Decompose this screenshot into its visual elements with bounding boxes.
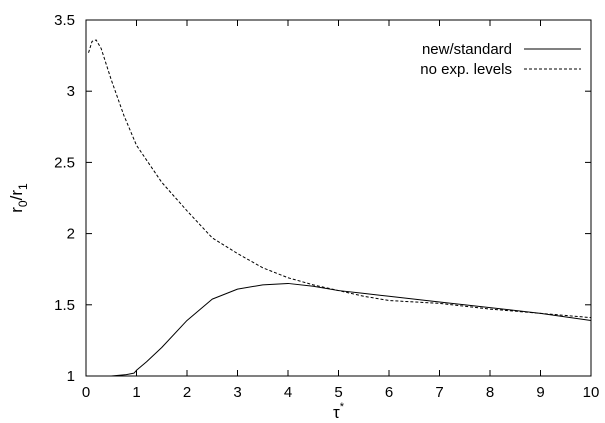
x-tick-label: 3 [233, 384, 241, 401]
legend: new/standard no exp. levels [420, 41, 581, 78]
legend-label-no-exp-levels: no exp. levels [420, 61, 512, 78]
series-line-new-standard [86, 282, 592, 377]
plot-border [85, 19, 592, 377]
x-tick-label: 6 [385, 384, 393, 401]
y-tick-label: 3.5 [54, 12, 75, 29]
x-tick-label: 4 [284, 384, 292, 401]
y-tick-label: 1.5 [54, 297, 75, 314]
x-axis-label-base: τ [333, 403, 340, 422]
y-tick-label: 1 [67, 368, 75, 385]
y-axis-label-separator: / [7, 195, 26, 200]
series-lines [86, 39, 592, 377]
ticks [85, 19, 592, 377]
legend-label-new-standard: new/standard [422, 41, 512, 58]
y-tick-label: 3 [67, 83, 75, 100]
x-axis-label: τ* [333, 401, 345, 422]
x-tick-label: 10 [583, 384, 600, 401]
x-tick-label: 1 [132, 384, 140, 401]
x-tick-label: 8 [486, 384, 494, 401]
x-tick-label: 7 [435, 384, 443, 401]
y-tick-label: 2.5 [54, 154, 75, 171]
series-line-no-exp-levels [88, 39, 592, 319]
y-axis-label-r1: r [7, 190, 26, 196]
axes-frame [85, 19, 592, 377]
x-tick-label: 9 [536, 384, 544, 401]
y-axis-label-r0: r [7, 207, 26, 213]
y-axis-label-r1-sub: 1 [16, 183, 30, 190]
x-tick-label: 5 [334, 384, 342, 401]
y-tick-label: 2 [67, 226, 75, 243]
x-axis-label-sup: * [340, 401, 345, 413]
x-tick-label: 0 [82, 384, 90, 401]
x-tick-label: 2 [183, 384, 191, 401]
y-axis-label: r0/r1 [7, 183, 30, 213]
y-axis-label-r0-sub: 0 [16, 200, 30, 207]
